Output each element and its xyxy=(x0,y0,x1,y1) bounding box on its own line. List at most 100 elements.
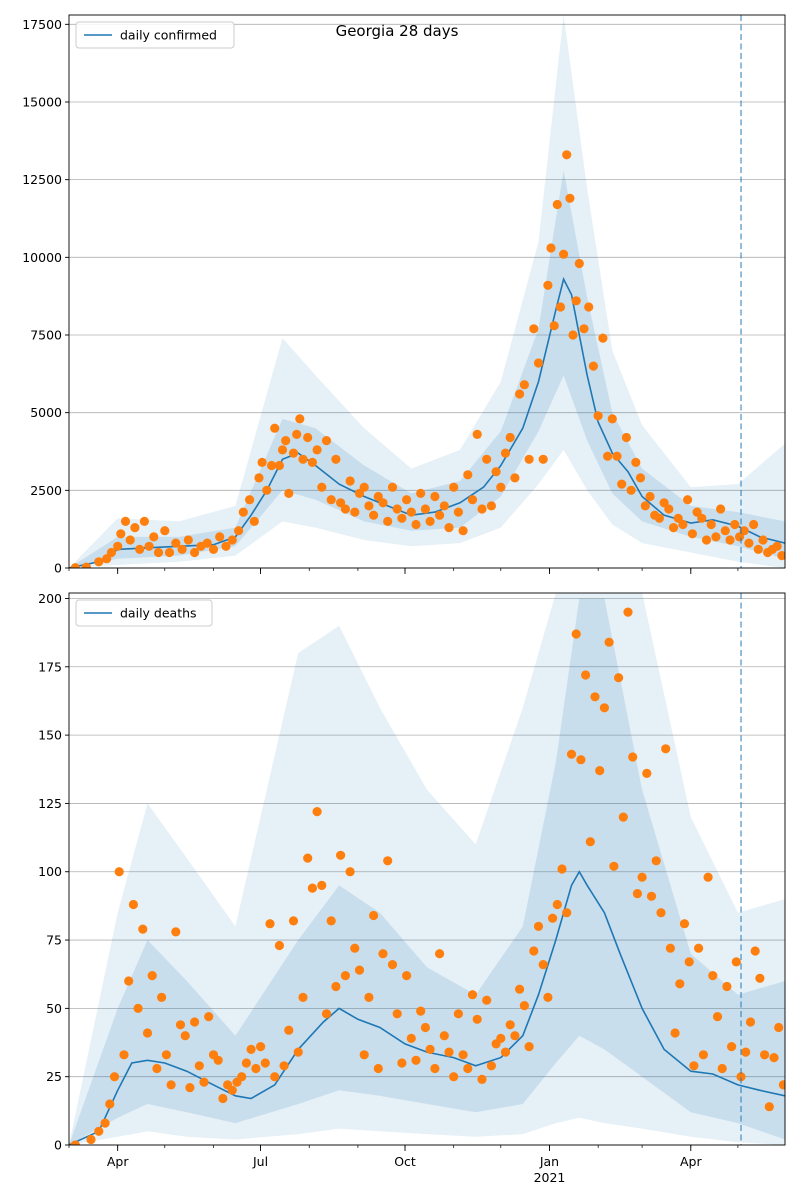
deaths-data-point xyxy=(519,1001,530,1011)
deaths-data-point xyxy=(717,1063,727,1074)
deaths-data-point xyxy=(750,946,760,956)
y-tick-label: 100 xyxy=(38,864,62,879)
confirmed-data-point xyxy=(254,473,264,483)
deaths-data-point xyxy=(317,880,327,891)
deaths-data-point xyxy=(175,1020,186,1030)
x-tick-label: Apr xyxy=(107,1154,129,1169)
confirmed-data-point xyxy=(144,541,154,551)
deaths-band-inner xyxy=(69,598,785,1145)
confirmed-data-point xyxy=(270,423,280,433)
deaths-data-point xyxy=(86,1134,96,1145)
confirmed-data-point xyxy=(153,547,164,558)
y-tick-label: 125 xyxy=(38,796,62,811)
confirmed-data-point xyxy=(208,544,219,555)
confirmed-data-point xyxy=(94,557,104,567)
confirmed-data-point xyxy=(467,495,478,505)
deaths-data-point xyxy=(307,883,317,893)
deaths-data-point xyxy=(70,1140,80,1145)
confirmed-data-point xyxy=(202,538,212,548)
deaths-data-point xyxy=(679,919,690,929)
deaths-data-point xyxy=(373,1063,383,1074)
deaths-data-point xyxy=(439,1031,449,1041)
confirmed-data-point xyxy=(706,519,716,530)
deaths-data-point xyxy=(161,1050,171,1060)
deaths-data-point xyxy=(213,1055,223,1065)
confirmed-data-point xyxy=(486,501,496,511)
deaths-axes-frame xyxy=(68,592,786,1146)
confirmed-data-point xyxy=(654,513,665,523)
deaths-data-point xyxy=(383,856,393,866)
deaths-data-point xyxy=(124,976,134,986)
confirmed-data-point xyxy=(491,467,501,477)
deaths-data-point xyxy=(562,908,572,918)
deaths-data-point xyxy=(581,670,591,680)
deaths-data-point xyxy=(684,957,694,967)
y-tick-label: 50 xyxy=(46,1001,62,1016)
confirmed-data-point xyxy=(725,535,735,545)
confirmed-data-point xyxy=(612,451,622,461)
deaths-data-point xyxy=(425,1044,435,1054)
deaths-data-point xyxy=(138,924,148,934)
deaths-data-point xyxy=(637,872,647,882)
deaths-data-point xyxy=(760,1050,770,1060)
y-tick-label: 0 xyxy=(54,561,62,576)
confirmed-data-point xyxy=(130,523,140,533)
confirmed-data-point xyxy=(284,488,294,498)
deaths-data-point xyxy=(774,1022,784,1033)
confirmed-data-point xyxy=(617,479,627,489)
confirmed-data-point xyxy=(635,473,646,483)
confirmed-data-point xyxy=(519,380,530,390)
confirmed-data-point xyxy=(350,507,360,517)
deaths-data-point xyxy=(274,940,284,951)
confirmed-data-point xyxy=(364,501,374,511)
confirmed-data-point xyxy=(571,296,581,306)
confirmed-data-point xyxy=(267,460,277,471)
deaths-data-point xyxy=(661,744,671,754)
deaths-data-point xyxy=(420,1022,430,1033)
confirmed-data-point xyxy=(584,302,594,312)
confirmed-data-point xyxy=(277,445,288,455)
deaths-data-point xyxy=(694,943,704,953)
deaths-data-point xyxy=(204,1012,214,1022)
deaths-data-point xyxy=(392,1009,402,1019)
confirmed-data-point xyxy=(664,504,674,514)
confirmed-legend: daily confirmed xyxy=(75,21,235,49)
deaths-data-point xyxy=(128,899,138,910)
deaths-legend: daily deaths xyxy=(75,599,213,627)
x-tick-label: Jul xyxy=(252,1154,268,1169)
confirmed-data-point xyxy=(345,476,355,486)
deaths-data-point xyxy=(486,1061,496,1071)
deaths-data-point xyxy=(642,768,652,779)
confirmed-data-point xyxy=(369,510,379,520)
confirmed-data-point xyxy=(274,460,284,471)
confirmed-data-point xyxy=(621,432,632,443)
deaths-data-point xyxy=(571,629,581,639)
confirmed-data-point xyxy=(439,501,449,511)
confirmed-data-point xyxy=(607,414,617,424)
deaths-data-point xyxy=(467,990,478,1000)
confirmed-data-point xyxy=(777,551,785,561)
deaths-data-point xyxy=(472,1014,482,1024)
confirmed-data-point xyxy=(116,529,126,539)
deaths-data-point xyxy=(402,971,412,981)
deaths-data-point xyxy=(105,1099,115,1109)
confirmed-data-point xyxy=(425,516,435,527)
confirmed-data-point xyxy=(171,538,181,548)
confirmed-data-point xyxy=(215,532,225,542)
legend-box xyxy=(75,599,213,627)
confirmed-plot-area xyxy=(69,15,785,568)
confirmed-data-point xyxy=(538,454,548,464)
deaths-data-point xyxy=(265,919,275,929)
confirmed-data-point xyxy=(515,389,525,399)
y-tick-label: 0 xyxy=(54,1138,62,1153)
deaths-data-point xyxy=(755,973,765,983)
confirmed-data-point xyxy=(701,535,712,545)
confirmed-data-point xyxy=(331,454,341,464)
deaths-data-point xyxy=(533,921,544,932)
deaths-data-point xyxy=(194,1061,204,1071)
confirmed-data-point xyxy=(160,526,170,536)
deaths-data-point xyxy=(543,992,553,1003)
deaths-series-line xyxy=(69,870,785,1145)
confirmed-data-point xyxy=(555,302,566,312)
deaths-data-point xyxy=(354,965,365,975)
